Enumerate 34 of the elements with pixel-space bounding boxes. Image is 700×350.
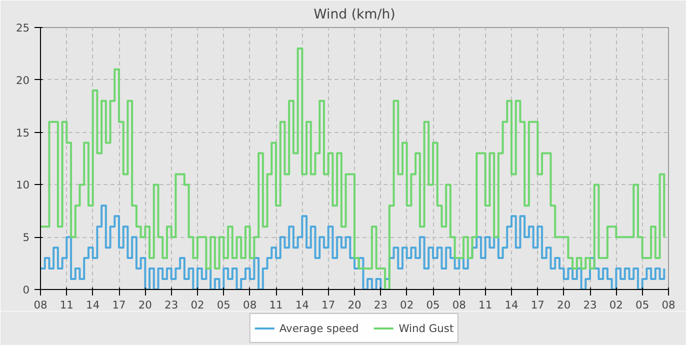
y-tick-label: 15	[16, 126, 30, 140]
x-tick-label: 05	[636, 298, 650, 312]
x-tick-label: 20	[348, 298, 362, 312]
x-tick-label: 11	[269, 298, 283, 312]
chart-title: Wind (km/h)	[314, 8, 396, 22]
x-tick-label: 08	[452, 298, 466, 312]
x-tick-label: 08	[662, 298, 676, 312]
x-tick-label: 14	[504, 298, 518, 312]
x-tick-label: 02	[609, 298, 623, 312]
x-tick-label: 11	[60, 298, 74, 312]
x-tick-label: 11	[478, 298, 492, 312]
y-tick-label: 10	[16, 178, 30, 192]
x-tick-label: 17	[322, 298, 336, 312]
x-tick-label: 08	[34, 298, 48, 312]
x-tick-label: 23	[164, 298, 178, 312]
x-tick-label: 05	[426, 298, 440, 312]
legend-label: Average speed	[279, 322, 359, 334]
x-tick-label: 17	[530, 298, 544, 312]
y-tick-label: 0	[22, 284, 30, 296]
x-tick-label: 23	[374, 298, 388, 312]
y-tick-label: 20	[16, 74, 30, 87]
x-tick-label: 14	[86, 298, 100, 312]
x-tick-label: 02	[400, 298, 414, 312]
x-tick-label: 23	[583, 298, 597, 312]
x-tick-label: 20	[138, 298, 152, 312]
x-tick-label: 05	[216, 298, 230, 312]
x-tick-label: 08	[243, 298, 257, 312]
x-tick-label: 02	[190, 298, 204, 312]
x-tick-label: 14	[295, 298, 310, 312]
y-tick-label: 5	[22, 231, 30, 244]
legend-label: Wind Gust	[398, 322, 454, 334]
x-tick-label: 17	[112, 298, 126, 312]
x-tick-label: 20	[557, 298, 571, 312]
y-tick-label: 25	[16, 22, 30, 34]
